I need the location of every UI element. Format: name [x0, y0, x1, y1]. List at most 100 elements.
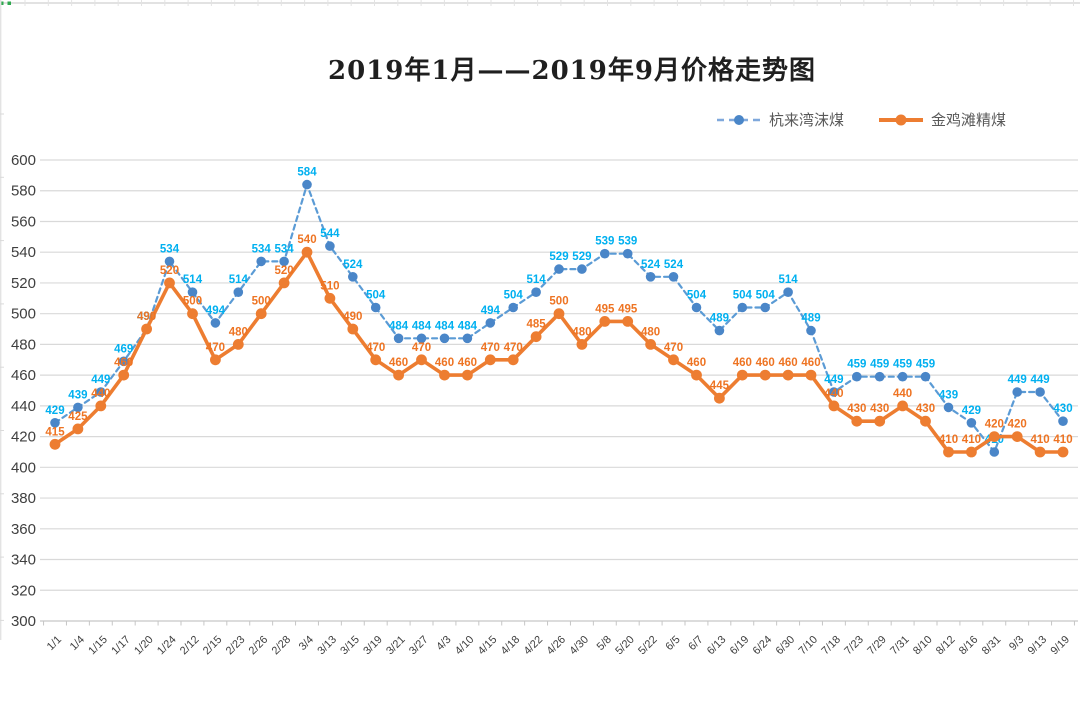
svg-text:1/15: 1/15 [86, 634, 110, 658]
data-point-marker [348, 272, 358, 282]
data-point-marker [736, 369, 748, 381]
data-label: 534 [275, 243, 295, 255]
data-point-marker [485, 318, 496, 328]
svg-text:9/13: 9/13 [1026, 634, 1050, 658]
legend-item-hanglaiwan-momei[interactable]: 杭来湾沫煤 [716, 109, 844, 130]
data-label: 480 [572, 326, 591, 338]
data-label: 524 [664, 259, 684, 271]
data-label: 449 [1008, 374, 1027, 386]
data-point-marker [393, 333, 404, 344]
svg-text:2/15: 2/15 [201, 634, 225, 658]
svg-text:4/26: 4/26 [544, 634, 568, 658]
data-label: 539 [595, 236, 614, 248]
data-point-marker [370, 302, 381, 313]
legend-item-jinjitan-jingmei[interactable]: 金鸡滩精煤 [878, 109, 1006, 130]
data-point-marker [508, 302, 518, 313]
data-point-marker [920, 415, 931, 427]
solid-line-dot-icon [878, 114, 923, 125]
legend-label: 金鸡滩精煤 [930, 112, 1006, 129]
data-point-marker [370, 354, 382, 366]
svg-text:8/10: 8/10 [911, 634, 935, 658]
svg-text:480: 480 [11, 336, 36, 353]
svg-text:2/12: 2/12 [178, 634, 202, 658]
data-label: 449 [91, 374, 110, 386]
data-label: 520 [160, 265, 179, 277]
data-label: 469 [114, 343, 133, 355]
data-point-marker [118, 356, 129, 367]
svg-text:3/27: 3/27 [407, 634, 431, 658]
data-point-marker [828, 400, 840, 412]
data-point-marker [897, 400, 908, 412]
data-label: 495 [595, 303, 615, 315]
data-label: 445 [710, 380, 730, 392]
svg-text:1/4: 1/4 [68, 634, 87, 653]
data-label: 500 [549, 296, 568, 308]
data-label: 440 [824, 388, 843, 400]
series-hanglaiwan-momei-line [53, 183, 1065, 454]
data-label: 584 [297, 167, 317, 179]
data-point-marker [255, 308, 267, 320]
svg-text:360: 360 [11, 521, 36, 538]
data-label: 410 [1053, 434, 1072, 446]
data-point-marker [416, 354, 427, 366]
data-label: 524 [343, 259, 363, 271]
data-point-marker [187, 287, 198, 298]
data-label: 470 [412, 342, 431, 354]
data-point-marker [966, 446, 977, 458]
data-label: 429 [45, 405, 64, 417]
svg-text:320: 320 [11, 582, 36, 599]
data-label: 484 [435, 320, 455, 332]
data-label: 484 [412, 320, 432, 332]
data-label: 440 [893, 388, 912, 400]
data-label: 460 [389, 357, 408, 369]
x-axis-labels: 1/1 1/4 1/15 1/17 1/20 1/24 2/12 2/15 2/23 2/26 2/… [45, 634, 1072, 658]
data-label: 420 [1008, 419, 1027, 431]
data-point-marker [806, 325, 816, 336]
data-label: 460 [687, 357, 706, 369]
svg-text:3/4: 3/4 [297, 634, 316, 653]
data-label: 470 [664, 342, 683, 354]
data-point-marker [691, 302, 702, 313]
data-point-marker [783, 287, 793, 298]
data-label: 420 [985, 419, 1004, 431]
svg-text:6/19: 6/19 [728, 634, 752, 658]
data-label: 489 [710, 313, 729, 325]
data-label: 500 [252, 296, 271, 308]
data-label: 430 [1053, 403, 1072, 415]
data-point-marker [232, 339, 244, 350]
data-point-marker [164, 256, 175, 267]
data-point-marker [439, 369, 450, 381]
data-point-marker [852, 371, 862, 382]
data-point-marker [233, 287, 244, 298]
data-point-marker [72, 423, 84, 435]
data-label: 460 [733, 357, 752, 369]
data-label: 534 [252, 243, 272, 255]
data-point-marker [187, 308, 198, 320]
data-label: 480 [229, 326, 248, 338]
data-point-marker [760, 302, 770, 313]
data-label: 524 [641, 259, 661, 271]
svg-text:2/23: 2/23 [224, 634, 248, 658]
data-label: 440 [91, 388, 110, 400]
data-point-marker [989, 447, 1000, 457]
data-label: 459 [893, 359, 912, 371]
data-point-marker [782, 369, 794, 381]
data-point-marker [851, 415, 863, 427]
data-label: 459 [870, 359, 889, 371]
data-point-marker [600, 248, 610, 259]
svg-text:2/28: 2/28 [270, 634, 294, 658]
data-label: 514 [183, 274, 203, 286]
data-label: 449 [824, 374, 843, 386]
svg-text:6/24: 6/24 [751, 634, 775, 658]
svg-text:3/19: 3/19 [361, 634, 385, 658]
data-point-marker [988, 431, 1000, 442]
data-point-marker [462, 333, 473, 344]
svg-text:7/10: 7/10 [796, 634, 820, 658]
data-point-marker [1035, 387, 1045, 397]
data-point-marker [256, 256, 267, 267]
data-point-marker [210, 354, 221, 366]
data-label: 470 [504, 342, 523, 354]
data-point-marker [95, 400, 107, 412]
